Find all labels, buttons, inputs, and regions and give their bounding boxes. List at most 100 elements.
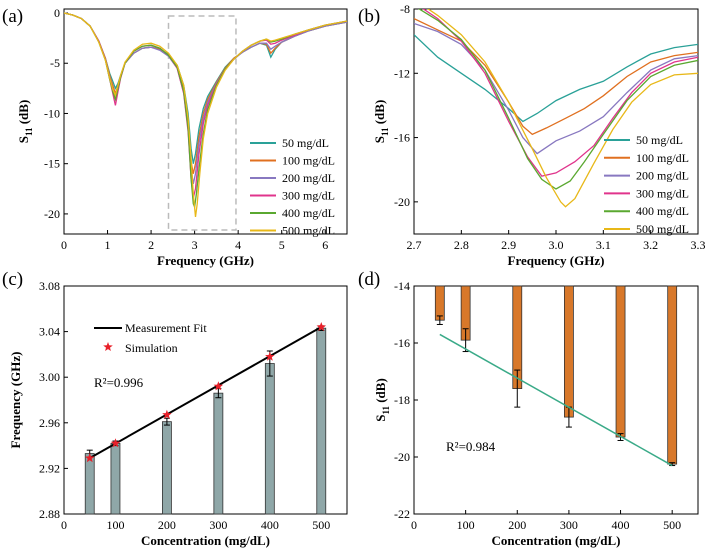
y-tick-label: -18 <box>394 393 410 407</box>
simulation-point <box>85 453 95 463</box>
r-squared-annotation: R²=0.996 <box>94 375 144 390</box>
legend-entry-simulation: Simulation <box>125 341 178 355</box>
panel-label-b: (b) <box>358 6 380 27</box>
y-tick-label: -10 <box>44 106 60 120</box>
y-axis-label: S11 (dB) <box>373 378 391 422</box>
series-line-500mgdl <box>64 12 347 217</box>
x-tick-label: 3 <box>192 238 198 252</box>
legend-entry: 50 mg/dL <box>636 133 683 147</box>
panel-a: (a) 0 1 2 3 4 5 6 0 -5 -10 -15 -20 Frequency (GHz) S1… <box>2 6 348 268</box>
panel-label-a: (a) <box>2 6 23 27</box>
legend-entry: 300 mg/dL <box>636 186 689 200</box>
x-tick-label: 5 <box>279 238 285 252</box>
y-tick-label: 3.08 <box>39 279 60 293</box>
y-tick-label: -20 <box>44 207 60 221</box>
x-axis-label: Frequency (GHz) <box>508 253 605 268</box>
y-tick-label: -20 <box>394 195 410 209</box>
x-tick-label: 4 <box>235 238 241 252</box>
x-tick-label: 2 <box>148 238 154 252</box>
legend-entry: 300 mg/dL <box>282 189 335 203</box>
simulation-point <box>316 322 326 332</box>
y-axis-label: S11 (dB) <box>16 100 34 144</box>
bar <box>162 421 172 515</box>
legend-entry: 400 mg/dL <box>282 206 335 220</box>
panel-label-c: (c) <box>2 269 23 290</box>
x-axis-label: Frequency (GHz) <box>157 253 254 268</box>
y-tick-label: -14 <box>394 279 410 293</box>
legend-entry: 500 mg/dL <box>636 222 689 236</box>
legend-entry: 50 mg/dL <box>282 136 329 150</box>
series-line-300mgdl <box>422 9 698 177</box>
y-tick-label: 2.96 <box>39 416 60 430</box>
legend-swatch-simulation <box>103 342 113 351</box>
y-tick-label: -22 <box>394 507 410 521</box>
y-tick-label: -16 <box>394 336 410 350</box>
series-line-400mgdl <box>417 9 698 190</box>
x-tick-label: 2.7 <box>407 238 422 252</box>
y-tick-label: -16 <box>394 131 410 145</box>
x-tick-label: 500 <box>663 518 681 532</box>
bar <box>110 442 121 515</box>
x-tick-label: 3.3 <box>691 238 706 252</box>
simulation-point <box>265 351 275 361</box>
x-tick-label: 0 <box>61 238 67 252</box>
legend-entry: 100 mg/dL <box>636 151 689 165</box>
bar <box>264 363 275 515</box>
legend-entry: 500 mg/dL <box>282 224 335 238</box>
panel-c: (c) 0 100 200 300 400 500 2.88 2.92 2.96 3.00 3.04… <box>2 269 348 548</box>
bar <box>434 285 445 321</box>
bar <box>84 453 95 515</box>
plot-frame <box>63 285 348 515</box>
y-tick-label: 0 <box>54 6 60 20</box>
x-axis-label: Concentration (mg/dL) <box>141 533 270 548</box>
x-tick-label: 400 <box>612 518 630 532</box>
x-tick-label: 0 <box>411 518 417 532</box>
bar <box>564 285 574 418</box>
bar <box>667 285 678 465</box>
r-squared-annotation: R²=0.984 <box>446 439 496 454</box>
measurement-fit-line <box>89 326 322 460</box>
x-tick-label: 0 <box>61 518 67 532</box>
linear-fit-line <box>439 333 673 467</box>
x-tick-label: 2.9 <box>501 238 516 252</box>
x-tick-label: 300 <box>560 518 578 532</box>
x-axis-label: Concentration (mg/dL) <box>492 533 621 548</box>
y-tick-label: 3.04 <box>39 325 60 339</box>
x-tick-label: 3.0 <box>549 238 564 252</box>
series-line-500mgdl <box>427 9 698 208</box>
y-tick-label: 2.88 <box>39 507 60 521</box>
y-tick-label: -8 <box>400 2 410 16</box>
y-tick-label: 3.00 <box>39 370 60 384</box>
y-tick-label: -15 <box>44 157 60 171</box>
x-tick-label: 200 <box>158 518 176 532</box>
simulation-point <box>110 438 121 448</box>
simulation-point <box>162 409 172 419</box>
x-tick-label: 300 <box>209 518 227 532</box>
x-tick-label: 100 <box>457 518 475 532</box>
x-tick-label: 2.8 <box>454 238 469 252</box>
x-tick-label: 100 <box>106 518 124 532</box>
x-tick-label: 3.2 <box>643 238 658 252</box>
series-line-200mgdl <box>414 22 698 155</box>
y-tick-label: -12 <box>394 66 410 80</box>
plot-frame <box>63 8 348 235</box>
x-tick-label: 200 <box>508 518 526 532</box>
x-tick-label: 3.1 <box>596 238 611 252</box>
legend-entry: 200 mg/dL <box>282 171 335 185</box>
y-axis-label: S11 (dB) <box>372 100 390 144</box>
legend-entry-fit: Measurement Fit <box>125 321 207 335</box>
panel-d: (d) 0 100 200 300 400 500 -14 -16 -18 -20 -22 Conce… <box>358 269 699 548</box>
legend-entry: 400 mg/dL <box>636 204 689 218</box>
y-tick-label: -20 <box>394 450 410 464</box>
x-tick-label: 1 <box>105 238 111 252</box>
series-line-50mgdl <box>414 34 698 123</box>
simulation-point <box>213 381 224 391</box>
y-axis-label: Frequency (GHz) <box>8 352 23 449</box>
x-tick-label: 400 <box>261 518 279 532</box>
panel-label-d: (d) <box>358 269 380 290</box>
legend-entry: 100 mg/dL <box>282 154 335 168</box>
x-tick-label: 500 <box>312 518 330 532</box>
y-tick-label: 2.92 <box>39 461 60 475</box>
legend-entry: 200 mg/dL <box>636 169 689 183</box>
